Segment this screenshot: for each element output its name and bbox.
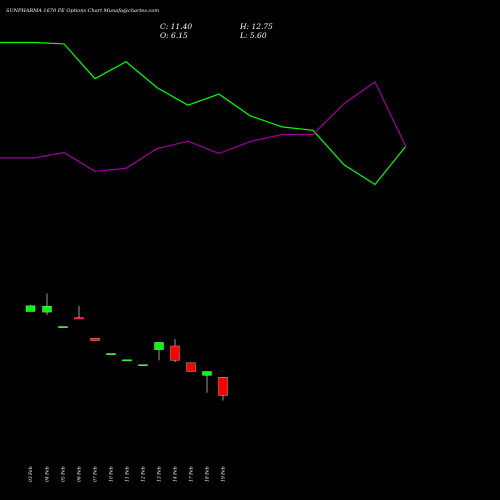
x-tick-label: 04 Feb xyxy=(45,466,51,482)
candle xyxy=(186,362,196,372)
chart-title: SUNPHARMA 1670 PE Options Chart Munafa@c… xyxy=(6,8,160,14)
x-tick-label: 10 Feb xyxy=(109,466,115,482)
candle xyxy=(154,342,164,361)
candle-body xyxy=(218,377,228,396)
x-tick-label: 05 Feb xyxy=(61,466,67,482)
x-tick-label: 03 Feb xyxy=(28,466,34,482)
candle xyxy=(25,304,36,312)
candle xyxy=(202,371,212,393)
x-tick-label: 18 Feb xyxy=(205,466,211,482)
candle xyxy=(106,353,116,355)
x-tick-label: 14 Feb xyxy=(173,466,179,482)
candle-body xyxy=(170,345,180,361)
candle xyxy=(58,326,68,328)
low-value: L: 5.60 xyxy=(240,31,267,40)
candle xyxy=(74,305,84,320)
candle xyxy=(170,339,180,363)
candle xyxy=(138,364,148,366)
close-value: C: 11.40 xyxy=(160,22,193,31)
high-value: H: 12.75 xyxy=(240,22,273,31)
candle-body xyxy=(90,338,100,341)
open-value: O: 6.15 xyxy=(160,31,188,40)
candle-body xyxy=(186,362,196,372)
candle-body xyxy=(25,305,36,312)
candle-body xyxy=(74,317,84,320)
candle xyxy=(218,377,228,401)
series-line-2 xyxy=(0,81,407,172)
x-tick-label: 13 Feb xyxy=(157,466,163,482)
candle-body xyxy=(122,359,132,362)
series-line-1 xyxy=(0,41,407,186)
x-tick-label: 19 Feb xyxy=(221,466,227,482)
x-tick-label: 06 Feb xyxy=(77,466,83,482)
candle xyxy=(90,338,100,341)
candle-body xyxy=(42,305,52,313)
x-tick-label: 11 Feb xyxy=(125,466,131,482)
candle-body xyxy=(138,364,148,366)
candle xyxy=(42,293,52,316)
candle xyxy=(122,359,132,362)
candle-body xyxy=(202,371,212,376)
x-tick-label: 17 Feb xyxy=(189,466,195,482)
x-tick-label: 07 Feb xyxy=(93,466,99,482)
x-tick-label: 12 Feb xyxy=(141,466,147,482)
candle-body xyxy=(154,342,164,350)
candle-body xyxy=(58,326,68,328)
candle-body xyxy=(106,353,116,355)
